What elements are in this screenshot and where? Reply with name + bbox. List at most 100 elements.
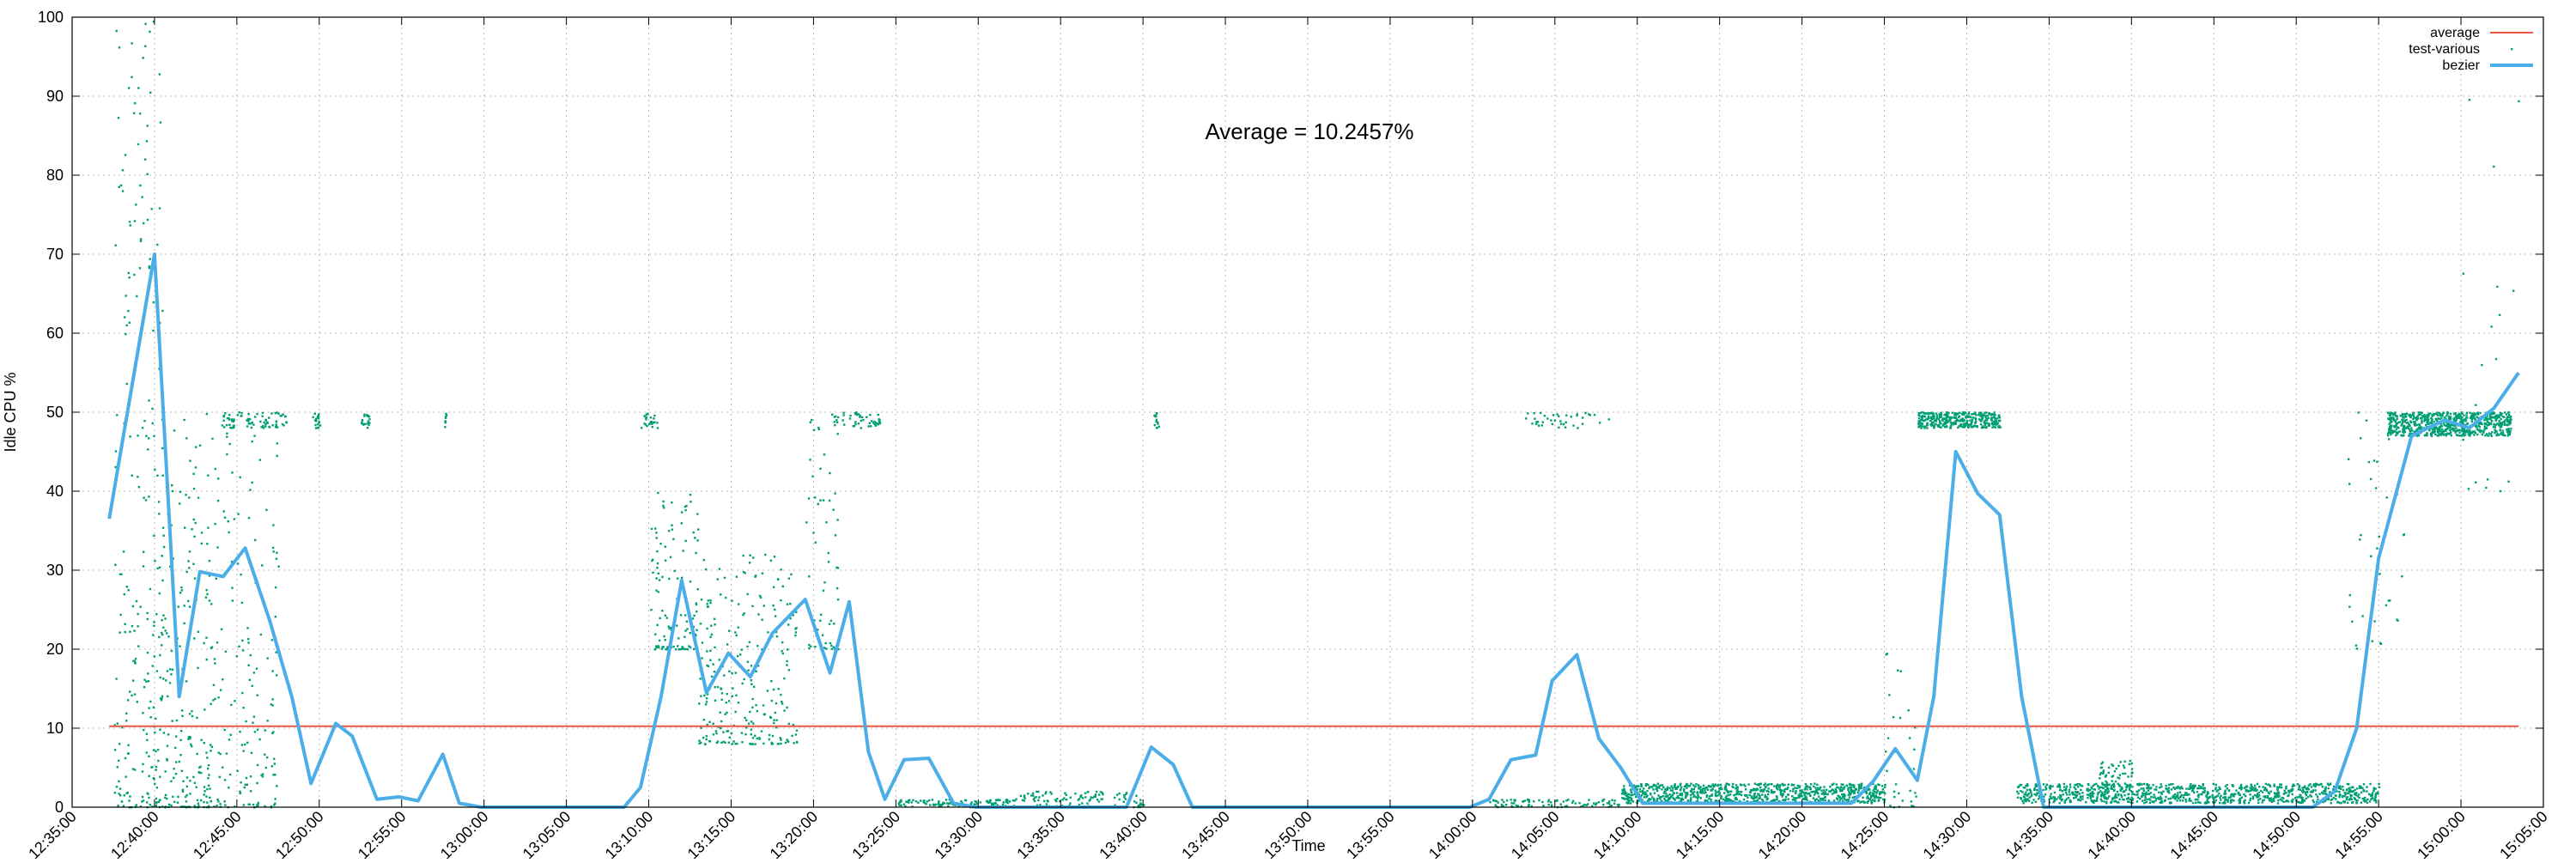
scatter-point bbox=[2128, 793, 2130, 795]
scatter-point bbox=[1704, 789, 1706, 792]
scatter-point bbox=[1824, 791, 1826, 793]
scatter-point bbox=[688, 645, 690, 647]
scatter-point bbox=[2287, 789, 2290, 793]
scatter-point bbox=[1820, 798, 1823, 801]
scatter-point bbox=[769, 716, 772, 719]
scatter-point bbox=[2211, 793, 2214, 797]
scatter-point bbox=[751, 605, 754, 608]
scatter-point bbox=[203, 641, 205, 645]
scatter-point bbox=[1616, 804, 1619, 806]
scatter-point bbox=[2506, 428, 2509, 431]
scatter-point bbox=[2151, 800, 2154, 803]
scatter-point bbox=[2251, 795, 2255, 798]
scatter-point bbox=[1551, 422, 1553, 426]
scatter-point bbox=[746, 593, 749, 596]
scatter-point bbox=[1564, 805, 1567, 808]
scatter-point bbox=[743, 678, 745, 681]
scatter-point bbox=[2167, 783, 2171, 787]
scatter-point bbox=[2111, 785, 2113, 787]
scatter-point bbox=[173, 429, 176, 432]
scatter-point bbox=[2430, 417, 2433, 420]
scatter-point bbox=[1735, 787, 1738, 789]
scatter-point bbox=[2130, 768, 2134, 770]
scatter-point bbox=[2307, 788, 2310, 791]
scatter-point bbox=[2073, 793, 2075, 796]
scatter-point bbox=[1926, 412, 1929, 415]
scatter-point bbox=[2059, 797, 2062, 800]
scatter-point bbox=[1726, 798, 1728, 800]
scatter-point bbox=[1660, 796, 1662, 799]
scatter-point bbox=[1736, 788, 1739, 791]
scatter-point bbox=[137, 143, 140, 146]
scatter-point bbox=[873, 422, 876, 426]
scatter-point bbox=[811, 418, 813, 422]
scatter-point bbox=[219, 752, 222, 756]
scatter-point bbox=[2063, 800, 2066, 803]
scatter-point bbox=[1675, 787, 1678, 789]
scatter-point bbox=[1857, 789, 1860, 792]
scatter-point bbox=[2088, 789, 2092, 792]
scatter-point bbox=[1997, 426, 2001, 428]
scatter-point bbox=[1770, 782, 1772, 786]
scatter-point bbox=[2377, 793, 2379, 795]
scatter-point bbox=[1984, 426, 1987, 428]
scatter-point bbox=[2243, 802, 2246, 805]
scatter-point bbox=[2304, 786, 2306, 789]
scatter-point bbox=[2107, 790, 2110, 793]
scatter-point bbox=[197, 805, 200, 807]
scatter-point bbox=[937, 803, 940, 805]
scatter-point bbox=[1534, 417, 1536, 420]
scatter-point bbox=[181, 709, 184, 712]
scatter-point bbox=[1886, 653, 1888, 655]
scatter-point bbox=[1078, 798, 1081, 800]
scatter-point bbox=[2436, 430, 2439, 434]
scatter-point bbox=[2105, 781, 2109, 784]
scatter-point bbox=[2421, 426, 2423, 428]
scatter-point bbox=[2438, 428, 2441, 431]
scatter-point bbox=[204, 708, 206, 711]
scatter-point bbox=[2315, 793, 2318, 796]
scatter-point bbox=[216, 641, 219, 644]
scatter-point bbox=[2283, 792, 2287, 794]
scatter-point bbox=[2377, 791, 2379, 793]
scatter-point bbox=[2409, 420, 2412, 422]
scatter-point bbox=[854, 421, 857, 423]
scatter-point bbox=[975, 802, 979, 805]
scatter-point bbox=[2506, 435, 2510, 437]
scatter-point bbox=[274, 798, 276, 800]
scatter-point bbox=[2017, 792, 2020, 795]
scatter-point bbox=[2095, 782, 2098, 786]
scatter-point bbox=[2102, 793, 2105, 796]
scatter-point bbox=[2506, 430, 2509, 433]
scatter-point bbox=[1807, 793, 1809, 795]
scatter-point bbox=[771, 743, 775, 745]
scatter-point bbox=[2498, 420, 2500, 422]
scatter-point bbox=[1813, 785, 1815, 787]
scatter-point bbox=[698, 702, 701, 705]
scatter-point bbox=[1951, 411, 1953, 414]
scatter-point bbox=[777, 743, 780, 745]
scatter-point bbox=[1823, 786, 1826, 788]
scatter-point bbox=[240, 781, 242, 784]
scatter-point bbox=[1572, 424, 1575, 427]
scatter-point bbox=[2048, 798, 2050, 800]
scatter-point bbox=[2481, 363, 2483, 367]
scatter-point bbox=[191, 528, 193, 531]
scatter-point bbox=[1647, 783, 1649, 787]
scatter-point bbox=[794, 631, 798, 634]
scatter-point bbox=[997, 799, 999, 801]
scatter-point bbox=[152, 21, 155, 23]
scatter-point bbox=[1135, 794, 1138, 797]
scatter-point bbox=[1008, 800, 1012, 803]
scatter-point bbox=[1642, 792, 1644, 795]
scatter-point bbox=[655, 647, 658, 649]
scatter-point bbox=[2087, 787, 2089, 790]
scatter-point bbox=[2290, 790, 2293, 793]
scatter-point bbox=[2409, 432, 2412, 435]
scatter-point bbox=[1711, 784, 1715, 787]
scatter-point bbox=[228, 423, 231, 426]
scatter-point bbox=[2205, 800, 2208, 804]
scatter-point bbox=[1841, 789, 1844, 792]
scatter-point bbox=[762, 704, 765, 707]
scatter-point bbox=[2378, 786, 2381, 788]
